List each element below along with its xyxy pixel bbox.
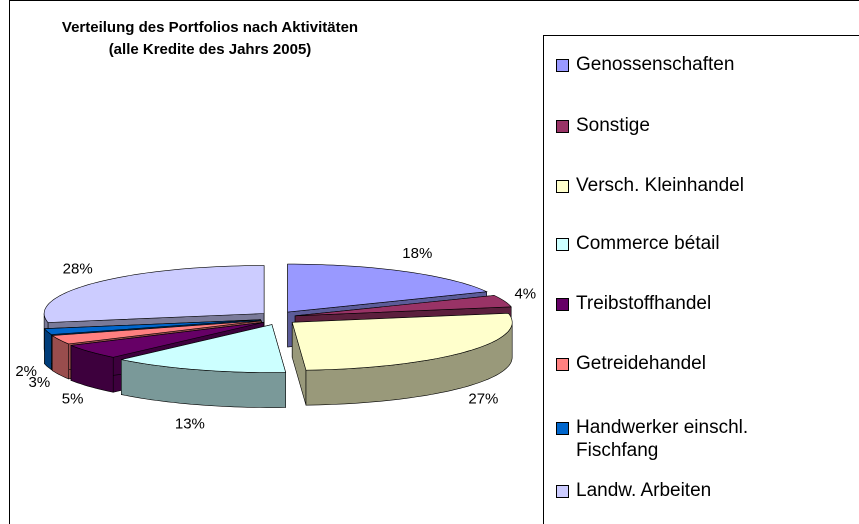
- pie-area: 18% 4% 27% 13% 5% 3%2% 28%: [15, 245, 536, 433]
- data-label: 28%: [63, 261, 93, 278]
- slice: [43, 265, 265, 323]
- legend-label: Commerce bétail: [576, 233, 720, 254]
- chart-frame: [9, 0, 859, 524]
- data-label: 5%: [62, 391, 84, 408]
- legend-swatch: [556, 422, 569, 435]
- legend-swatch: [556, 238, 569, 251]
- chart-title: Verteilung des Portfolios nach Aktivität…: [61, 19, 359, 36]
- legend-swatch: [556, 59, 569, 72]
- slice: [43, 319, 261, 335]
- legend-swatch: [556, 180, 569, 193]
- legend-label: Handwerker einschl. Fischfang: [576, 417, 749, 461]
- legend-swatch: [556, 298, 569, 311]
- legend-swatch: [556, 485, 569, 498]
- slice: [287, 263, 488, 313]
- legend-swatch: [556, 358, 569, 371]
- slice: [291, 312, 513, 371]
- legend-label: Sonstige: [576, 115, 650, 136]
- slice: [70, 322, 264, 358]
- data-label: 13%: [175, 415, 205, 432]
- legend-label: Landw. Arbeiten: [576, 480, 712, 501]
- slice-wall: [44, 327, 52, 371]
- slice: [295, 295, 512, 317]
- data-label: 27%: [468, 391, 498, 408]
- data-label: 3%: [29, 374, 51, 391]
- slice: [51, 320, 262, 345]
- slice: [121, 324, 287, 373]
- legend-label: Versch. Kleinhandel: [576, 175, 744, 196]
- chart-subtitle: (alle Kredite des Jahrs 2005): [108, 41, 312, 58]
- data-label: 4%: [514, 285, 536, 302]
- data-label: 2%: [15, 363, 37, 380]
- legend-label: Getreidehandel: [576, 353, 706, 374]
- legend-swatch: [556, 120, 569, 133]
- legend: Genossenschaften Sonstige Versch. Kleinhan…: [543, 35, 859, 524]
- legend-label: Treibstoffhandel: [576, 293, 712, 314]
- legend-label: Genossenschaften: [576, 54, 735, 75]
- data-label: 18%: [402, 245, 432, 262]
